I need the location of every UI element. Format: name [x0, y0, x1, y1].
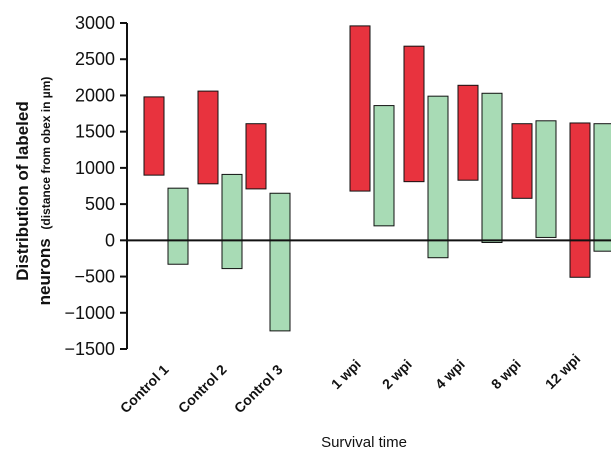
x-category-label: Control 3 — [231, 361, 286, 416]
y-axis-title-main: neurons — [35, 238, 54, 305]
y-tick-label: 0 — [105, 230, 115, 250]
x-category-label: Control 2 — [175, 361, 230, 416]
bar-green — [535, 120, 557, 238]
bar-red — [457, 84, 479, 181]
y-tick-label: −1500 — [64, 339, 115, 359]
x-category-label: 4 wpi — [432, 356, 468, 392]
y-tick-label: −1000 — [64, 303, 115, 323]
y-axis-title-line1: Distribution of labeled — [13, 101, 32, 280]
y-tick-label: 500 — [85, 194, 115, 214]
x-axis-title: Survival time — [321, 434, 407, 451]
x-category-label: 2 wpi — [379, 356, 415, 392]
bar-green — [373, 105, 395, 227]
y-tick-label: 1500 — [75, 122, 115, 142]
bar-red — [403, 45, 425, 183]
y-axis-title: Distribution of labeled neurons (distanc… — [13, 77, 54, 306]
x-category-label: 8 wpi — [488, 356, 524, 392]
bar-green — [427, 95, 449, 259]
x-category-label: 1 wpi — [328, 356, 364, 392]
y-tick-label: 2500 — [75, 49, 115, 69]
bar-green — [269, 192, 291, 332]
y-axis-title-sub: (distance from obex in µm) — [39, 77, 53, 230]
y-tick-label: 2000 — [75, 85, 115, 105]
y-axis-title-line2: neurons (distance from obex in µm) — [35, 77, 54, 306]
bar-red — [197, 90, 219, 185]
bar-green — [593, 123, 611, 252]
y-tick-label: 1000 — [75, 158, 115, 178]
bar-green — [481, 92, 503, 244]
y-tick-label: 3000 — [75, 13, 115, 33]
bar-red — [349, 25, 371, 192]
bar-red — [511, 123, 533, 199]
bar-green — [221, 173, 243, 270]
x-category-labels: Control 1 Control 2 Control 3 1 wpi 2 wpi 4 w… — [117, 351, 584, 417]
y-tick-label: −500 — [74, 267, 115, 287]
x-category-label: Control 1 — [117, 361, 172, 416]
bar-red — [245, 123, 267, 190]
bar-red — [569, 122, 591, 278]
y-axis: 3000 2500 2000 1500 1000 500 0 −500 −1000 −1500 — [64, 13, 128, 359]
bars — [143, 25, 611, 332]
x-category-label: 12 wpi — [542, 351, 584, 393]
bar-red — [143, 96, 165, 176]
y-ticks: 3000 2500 2000 1500 1000 500 0 −500 −1000 −1500 — [64, 13, 127, 359]
bar-green — [167, 187, 189, 265]
